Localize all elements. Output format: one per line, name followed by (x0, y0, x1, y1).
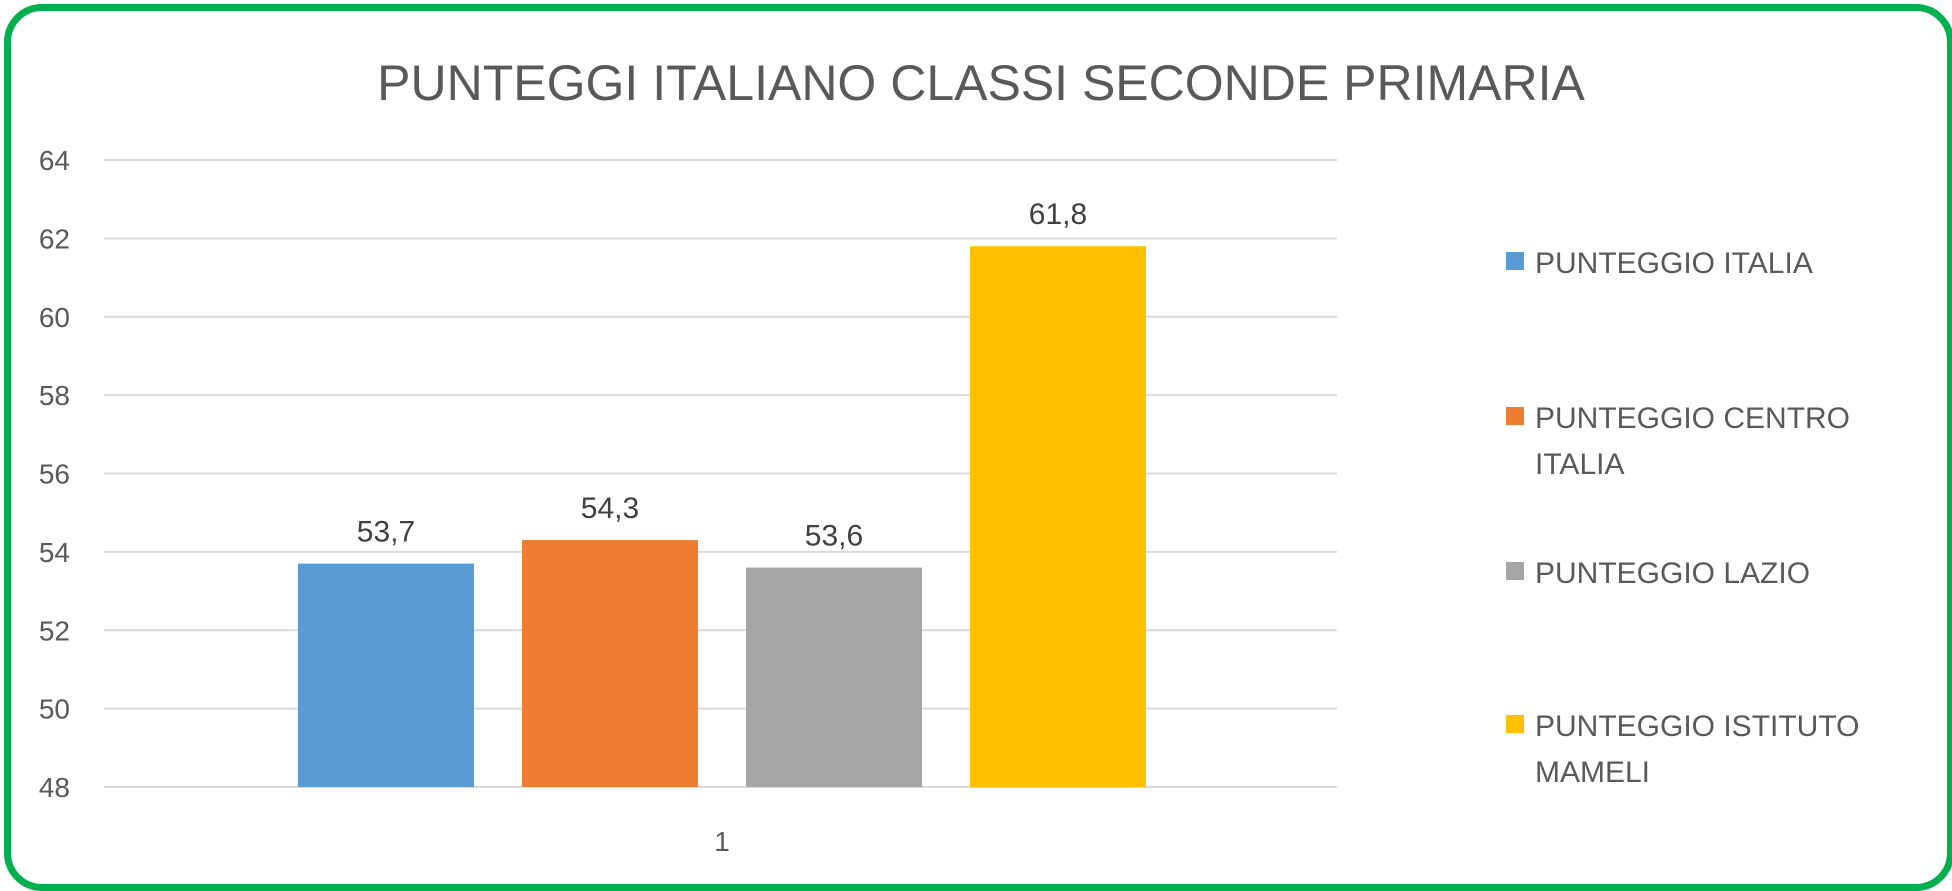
data-label: 54,3 (581, 492, 639, 525)
bar (298, 563, 474, 787)
y-tick-label: 54 (39, 537, 70, 568)
data-label: 53,7 (357, 516, 415, 549)
legend-label: PUNTEGGIO ITALIA (1535, 247, 1813, 280)
legend: PUNTEGGIO ITALIA PUNTEGGIO CENTRO ITALIA PU… (1506, 247, 1859, 789)
bar (746, 567, 922, 787)
data-label: 61,8 (1029, 198, 1087, 231)
y-tick-label: 58 (39, 380, 70, 411)
legend-label: PUNTEGGIO ISTITUTO MAMELI (1535, 710, 1859, 789)
data-labels: 53,7 54,3 53,6 61,8 (357, 198, 1087, 552)
y-tick-label: 50 (39, 694, 70, 725)
legend-label: PUNTEGGIO CENTRO ITALIA (1535, 402, 1850, 481)
data-label: 53,6 (805, 520, 863, 553)
legend-label: PUNTEGGIO LAZIO (1535, 557, 1810, 590)
y-tick-label: 48 (39, 772, 70, 803)
legend-swatch (1506, 562, 1524, 580)
y-tick-label: 62 (39, 223, 70, 254)
legend-swatch (1506, 252, 1524, 270)
y-tick-label: 52 (39, 615, 70, 646)
x-axis-tick-labels: 1 (714, 826, 730, 857)
chart-title: PUNTEGGI ITALIANO CLASSI SECONDE PRIMARI… (377, 55, 1585, 111)
bar (970, 246, 1146, 787)
y-tick-label: 56 (39, 459, 70, 490)
y-tick-label: 64 (39, 145, 70, 176)
x-tick-label: 1 (714, 826, 730, 857)
legend-swatch (1506, 715, 1524, 733)
bar (522, 540, 698, 787)
y-tick-label: 60 (39, 302, 70, 333)
bars (298, 246, 1146, 787)
legend-swatch (1506, 407, 1524, 425)
y-axis-tick-labels: 48 50 52 54 56 58 60 62 64 (39, 145, 70, 803)
grid-lines (104, 159, 1337, 788)
